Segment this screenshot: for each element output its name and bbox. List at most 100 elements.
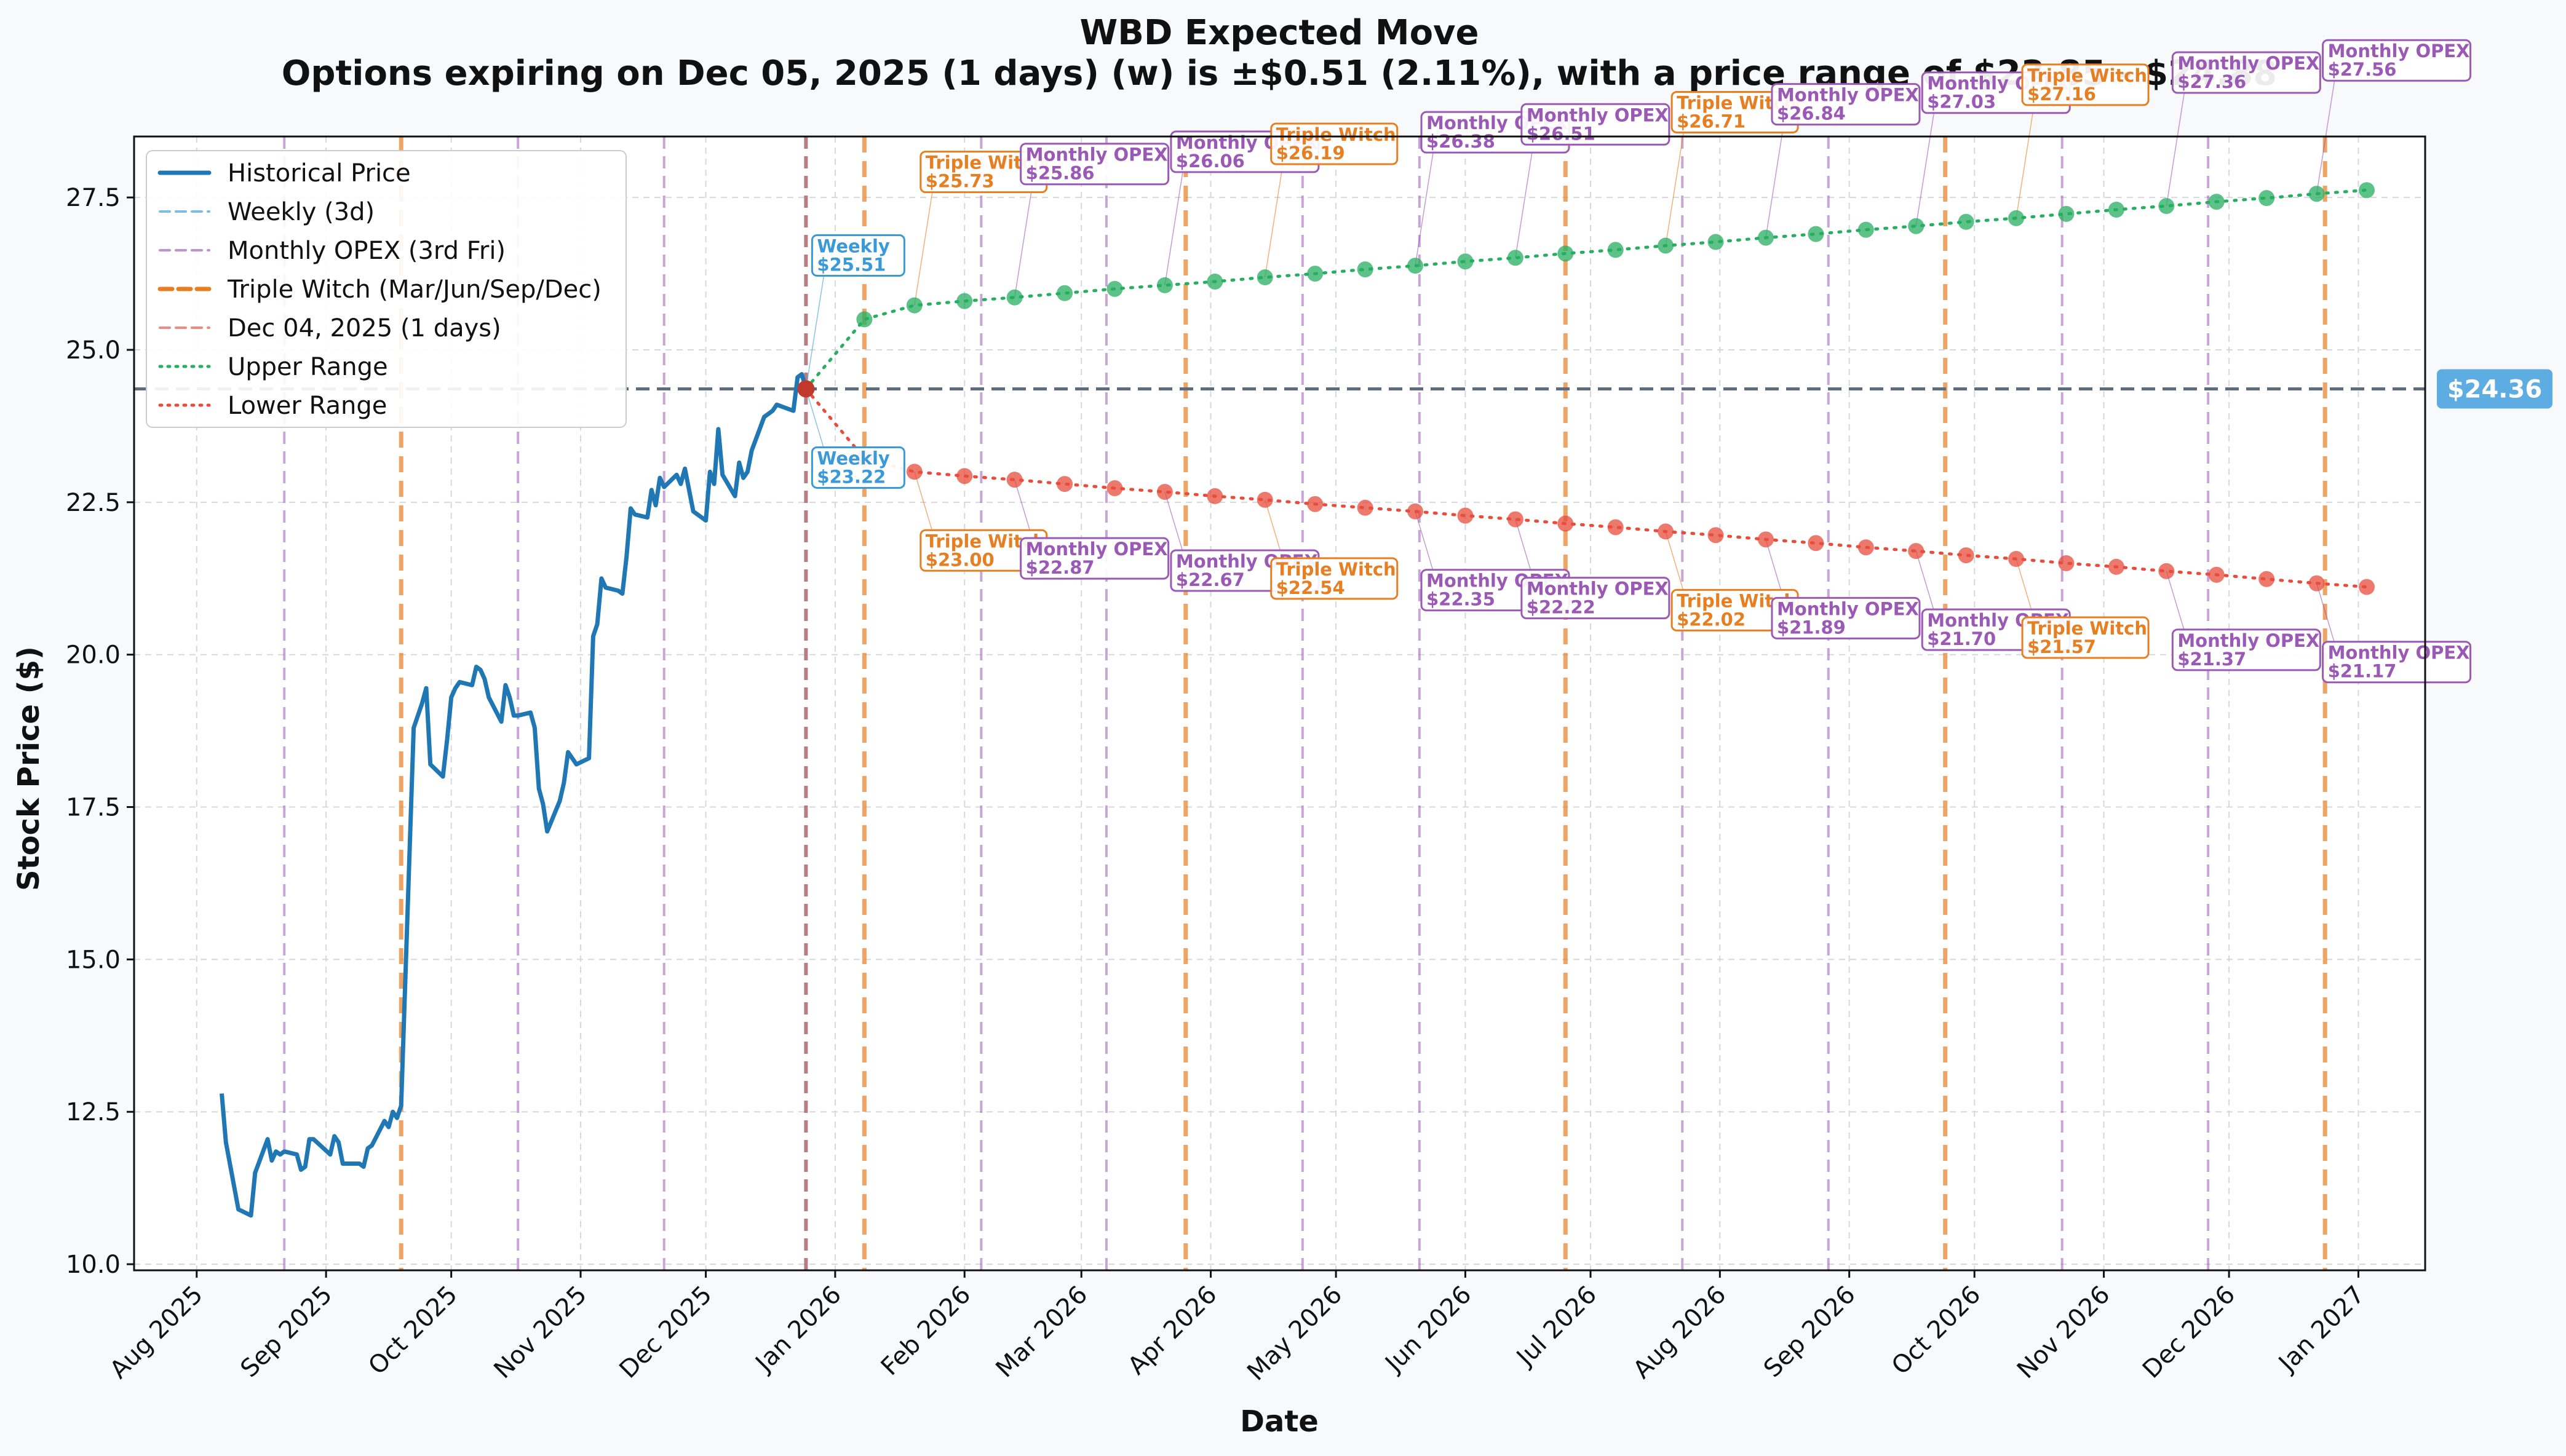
lower-range-point [1908, 543, 1924, 560]
annotation-value: $27.03 [1927, 92, 1996, 113]
annotation-value: $22.02 [1677, 609, 1746, 630]
annotation-box [1520, 103, 1670, 146]
annotation-title: Monthly OPEX [2177, 53, 2319, 74]
lower-range-point [1808, 535, 1824, 552]
lower-range-point [1307, 496, 1324, 512]
annotation-box [1270, 122, 1399, 165]
annotation-connector [2016, 101, 2035, 218]
chart-title: WBD Expected Move [1079, 13, 1479, 53]
upper-range-point [1006, 289, 1023, 306]
y-tick-label: 12.5 [66, 1098, 121, 1126]
upper-range-point [1307, 266, 1324, 282]
upper-range-point [1557, 245, 1574, 262]
lower-range-point [906, 464, 923, 480]
annotation-connector [1915, 109, 1935, 226]
annotation-value: $22.67 [1176, 569, 1245, 590]
annotation-connector [2166, 571, 2186, 633]
annotation-box [2322, 641, 2472, 684]
legend-label: Weekly (3d) [228, 198, 375, 226]
annotation-value: $26.38 [1426, 131, 1495, 152]
upper-range-point [1658, 237, 1674, 254]
lower-range-point [1707, 527, 1724, 544]
annotation-connector [1665, 129, 1685, 246]
annotation-box [1020, 143, 1170, 186]
annotation-title: Triple Witch [2027, 618, 2147, 639]
annotation-connector [1915, 550, 1935, 613]
lower-range-point [2158, 563, 2175, 579]
upper-range-point [1207, 273, 1223, 290]
annotation-box [1771, 83, 1921, 126]
upper-range-point [1057, 285, 1073, 301]
annotation-triple-upper: Triple Witch$26.19 [1270, 122, 1399, 165]
series-lines [220, 188, 2369, 1218]
upper-range-point [2308, 186, 2325, 202]
annotation-triple-lower: Triple Witch$22.54 [1270, 557, 1399, 600]
upper-range-point [2258, 190, 2275, 207]
annotation-monthly-lower: Monthly OPEX$22.22 [1520, 577, 1670, 620]
annotation-title: Weekly [817, 235, 890, 256]
annotation-title: Monthly OPEX [1527, 105, 1669, 125]
lower-range-point [1357, 499, 1373, 516]
lower-range-point [1658, 523, 1674, 540]
annotation-box [1771, 596, 1921, 639]
plot-frame [133, 135, 2426, 1272]
upper-range-point [2058, 205, 2075, 222]
annotation-box [2171, 628, 2321, 671]
legend-label: Dec 04, 2025 (1 days) [228, 314, 501, 342]
upper-range-point [1106, 280, 1123, 297]
annotation-connector [2316, 77, 2336, 194]
y-tick-label: 22.5 [66, 489, 121, 517]
annotation-connector [1665, 531, 1685, 593]
lower-range-point [956, 468, 973, 485]
upper-range-point [1257, 269, 1273, 286]
upper-range-point [856, 311, 873, 328]
historical-price-line [220, 372, 808, 1218]
annotation-value: $22.87 [1026, 557, 1095, 578]
annotation-title: Monthly OPEX [1527, 579, 1669, 599]
annotation-value: $21.70 [1927, 628, 1996, 649]
annotation-value: $27.16 [2027, 84, 2096, 105]
annotation-value: $27.36 [2177, 71, 2246, 92]
annotation-title: Monthly OPEX [1026, 144, 1168, 165]
y-axis-ticks: 10.0 12.5 15.0 17.5 20.0 22.5 25.0 27.5 [66, 184, 134, 1279]
y-axis-label: Stock Price ($) [12, 646, 46, 891]
annotation-monthly-upper: Monthly OPEX$25.86 [1020, 143, 1170, 186]
lower-range-point [1006, 472, 1023, 488]
annotation-triple-lower: Triple Witch$21.57 [2021, 616, 2150, 659]
annotation-title: Monthly OPEX [1777, 598, 1919, 619]
annotation-value: $26.84 [1777, 103, 1846, 124]
annotation-box [2322, 39, 2472, 82]
annotation-title: Monthly OPEX [1777, 85, 1919, 106]
annotation-connector [805, 272, 825, 389]
annotation-title: Triple Witch [2027, 65, 2147, 86]
annotation-connector [805, 389, 825, 451]
annotation-value: $21.17 [2328, 661, 2397, 682]
annotation-connector [1164, 491, 1184, 554]
price-tag-box [2437, 369, 2552, 409]
lower-range-point [1207, 488, 1223, 504]
lower-range-point [1457, 507, 1474, 524]
lower-range-point [2208, 566, 2225, 583]
annotation-triple-upper: Triple Witch$27.16 [2021, 63, 2150, 106]
legend-label: Historical Price [228, 159, 411, 188]
annotation-value: $26.71 [1677, 111, 1746, 132]
lower-range-point [1607, 519, 1624, 536]
annotation-connector [1415, 511, 1434, 573]
annotation-connector [1014, 180, 1034, 298]
annotation-connector [1265, 160, 1284, 278]
y-tick-label: 17.5 [66, 794, 121, 822]
annotation-box [811, 446, 905, 489]
annotation-connector [2166, 89, 2186, 207]
annotation-box [2171, 51, 2321, 94]
annotation-value: $22.54 [1276, 577, 1345, 598]
annotation-monthly-upper: Monthly OPEX$27.56 [2322, 39, 2472, 82]
annotation-connector [1765, 121, 1785, 238]
annotation-value: $25.86 [1026, 163, 1095, 184]
lower-range-point [1057, 476, 1073, 493]
annotation-title: Monthly OPEX [2328, 41, 2470, 61]
upper-range-point [1407, 258, 1424, 274]
annotation-value: $23.00 [926, 549, 995, 570]
annotation-monthly-lower: Monthly OPEX$21.37 [2171, 628, 2321, 671]
lower-range-point [1557, 515, 1574, 532]
